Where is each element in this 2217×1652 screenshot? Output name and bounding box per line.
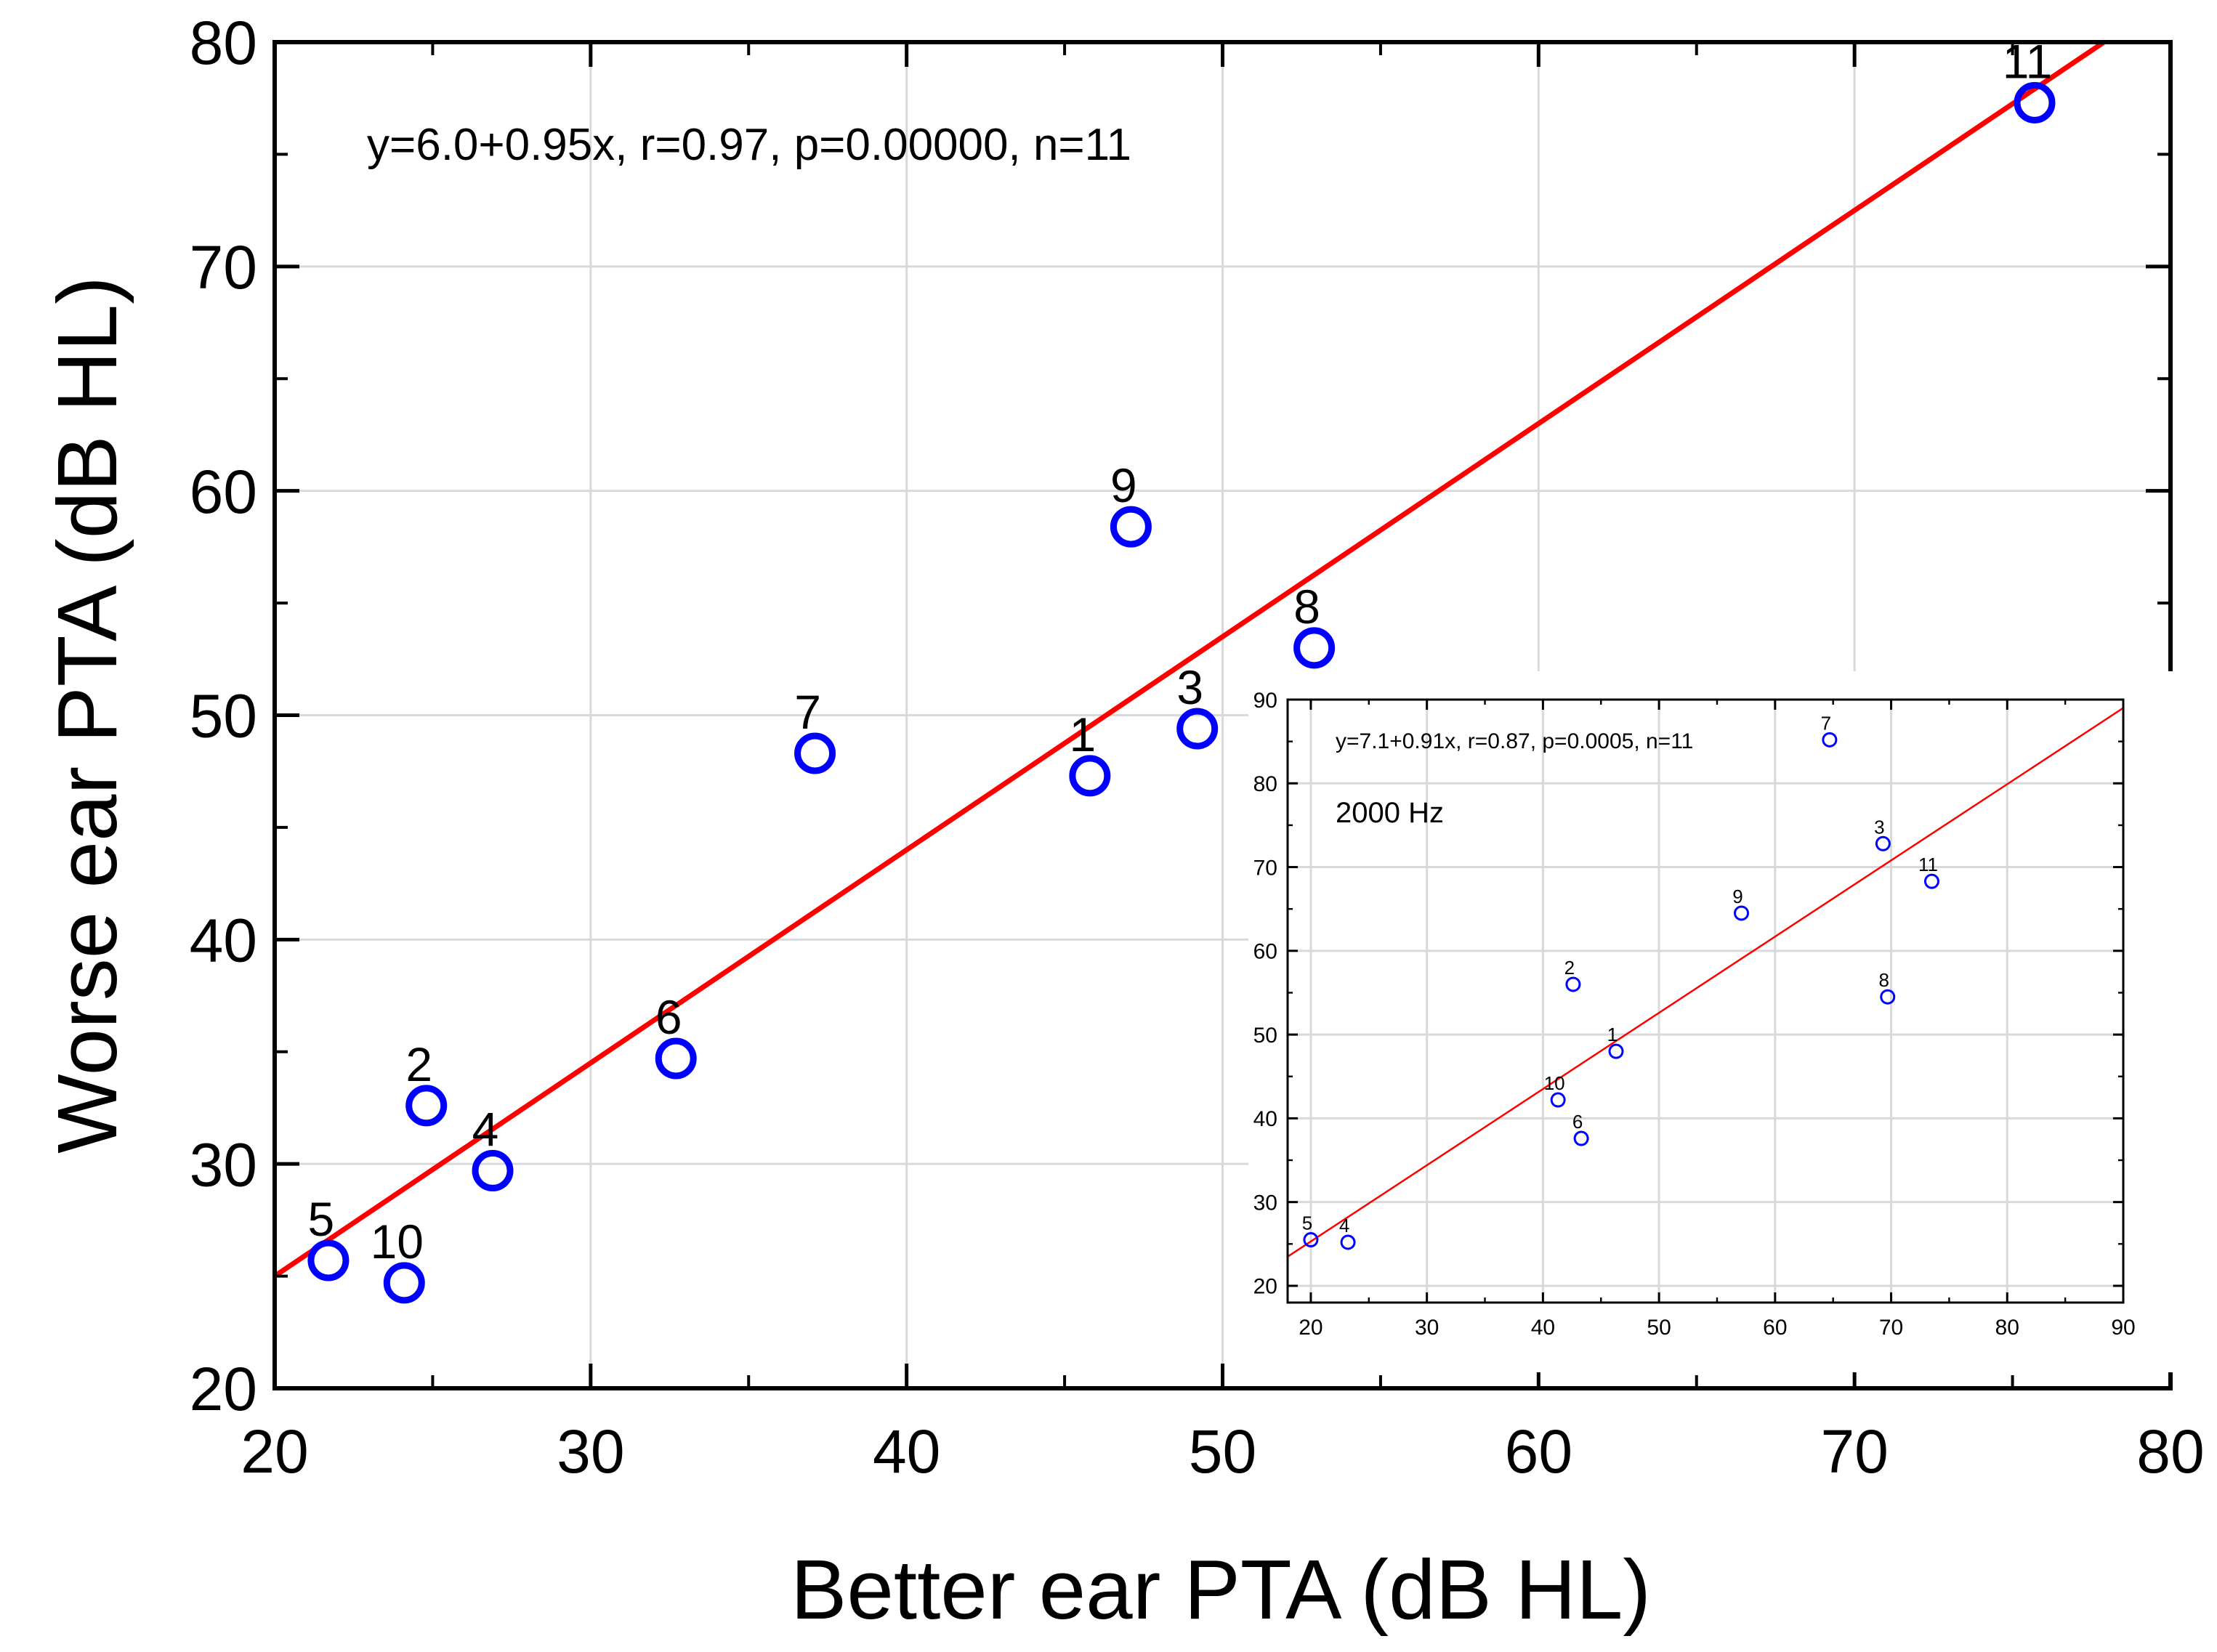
main-y-tick-label: 40 bbox=[190, 907, 257, 975]
inset-point-7 bbox=[1822, 732, 1838, 748]
main-regression-annotation: y=6.0+0.95x, r=0.97, p=0.00000, n=11 bbox=[367, 120, 1131, 170]
inset-point-label-5: 5 bbox=[1302, 1212, 1312, 1234]
inset-regression-line bbox=[1287, 707, 2124, 1258]
main-point-label-10: 10 bbox=[371, 1215, 424, 1268]
main-x-tick-label: 40 bbox=[873, 1417, 940, 1486]
inset-point-4 bbox=[1340, 1234, 1356, 1250]
main-y-tick-label: 50 bbox=[190, 682, 257, 750]
main-point-label-2: 2 bbox=[405, 1037, 432, 1091]
main-point-label-3: 3 bbox=[1176, 660, 1203, 714]
main-point-3 bbox=[1176, 708, 1219, 750]
inset-title: 2000 Hz bbox=[1336, 797, 1444, 829]
inset-point-label-8: 8 bbox=[1879, 969, 1889, 991]
inset-point-10 bbox=[1550, 1092, 1566, 1108]
inset-x-tick-label: 50 bbox=[1647, 1316, 1671, 1340]
inset-y-tick-label: 40 bbox=[1253, 1107, 1277, 1131]
inset-background bbox=[1248, 671, 2178, 1372]
inset-point-label-4: 4 bbox=[1339, 1215, 1349, 1236]
inset-point-label-1: 1 bbox=[1607, 1024, 1618, 1045]
main-point-6 bbox=[655, 1037, 697, 1080]
inset-x-tick-label: 70 bbox=[1879, 1316, 1903, 1340]
inset-point-label-11: 11 bbox=[1918, 854, 1938, 875]
main-y-tick-label: 60 bbox=[190, 458, 257, 526]
main-point-label-9: 9 bbox=[1110, 458, 1137, 512]
main-regression-line-group bbox=[273, 40, 2106, 1279]
inset-point-5 bbox=[1303, 1232, 1319, 1248]
inset-gridlines bbox=[1288, 700, 2123, 1303]
inset-point-9 bbox=[1734, 905, 1750, 921]
main-point-label-8: 8 bbox=[1293, 580, 1320, 633]
inset-point-1 bbox=[1608, 1043, 1624, 1059]
inset-x-tick-label: 60 bbox=[1763, 1316, 1787, 1340]
inset-point-label-6: 6 bbox=[1572, 1111, 1583, 1133]
main-data-points: 1 2 3 4 5 6 7 8 9 10 11 bbox=[307, 34, 2056, 1304]
inset-point-label-3: 3 bbox=[1874, 816, 1884, 838]
main-y-tick-label: 70 bbox=[190, 233, 257, 301]
main-y-tick-label: 30 bbox=[190, 1130, 257, 1199]
inset-point-11 bbox=[1923, 873, 1939, 889]
main-x-tick-label: 50 bbox=[1189, 1417, 1256, 1486]
inset-y-tick-label: 20 bbox=[1253, 1275, 1277, 1299]
main-y-axis-title: Worse ear PTA (dB HL) bbox=[40, 276, 134, 1154]
inset-y-tick-label: 50 bbox=[1253, 1024, 1277, 1048]
inset-x-tick-label: 40 bbox=[1531, 1316, 1555, 1340]
inset-x-tick-label: 30 bbox=[1415, 1316, 1439, 1340]
inset-point-label-10: 10 bbox=[1544, 1072, 1565, 1094]
inset-data-points: 1 2 3 4 5 6 7 8 9 10 11 bbox=[1302, 712, 1939, 1250]
inset-x-tick-label: 20 bbox=[1299, 1316, 1322, 1340]
inset-axis-ticks: 20 30 40 50 60 70 80 90 20 30 40 50 60 70 80 90 bbox=[1253, 689, 2136, 1340]
inset-plot-frame bbox=[1286, 698, 2125, 1304]
main-point-11 bbox=[2014, 81, 2056, 124]
inset-x-tick-label: 80 bbox=[1995, 1316, 2019, 1340]
main-x-tick-label: 60 bbox=[1505, 1417, 1572, 1486]
main-point-label-7: 7 bbox=[794, 685, 821, 739]
main-point-label-4: 4 bbox=[472, 1102, 499, 1156]
inset-regression-line-group bbox=[1287, 707, 2124, 1258]
inset-point-label-7: 7 bbox=[1821, 712, 1831, 734]
main-x-axis-title: Better ear PTA (dB HL) bbox=[791, 1542, 1651, 1637]
inset-y-tick-label: 60 bbox=[1253, 940, 1277, 964]
inset-y-tick-label: 70 bbox=[1253, 856, 1277, 880]
main-y-tick-label: 20 bbox=[190, 1355, 257, 1423]
main-y-tick-label: 80 bbox=[190, 9, 257, 77]
main-point-8 bbox=[1293, 627, 1336, 669]
main-point-label-1: 1 bbox=[1070, 708, 1097, 761]
main-x-tick-label: 80 bbox=[2136, 1417, 2204, 1486]
main-point-1 bbox=[1069, 755, 1111, 797]
main-x-tick-label: 30 bbox=[557, 1417, 624, 1486]
main-point-5 bbox=[307, 1239, 350, 1281]
inset-regression-annotation: y=7.1+0.91x, r=0.87, p=0.0005, n=11 bbox=[1336, 729, 1693, 753]
inset-point-2 bbox=[1565, 976, 1581, 992]
inset-point-8 bbox=[1880, 989, 1896, 1005]
main-x-tick-label: 20 bbox=[241, 1417, 308, 1486]
main-point-label-5: 5 bbox=[308, 1192, 335, 1246]
inset-x-tick-label: 90 bbox=[2111, 1316, 2135, 1340]
inset-y-tick-label: 30 bbox=[1253, 1191, 1277, 1215]
main-point-label-6: 6 bbox=[655, 990, 682, 1044]
inset-y-tick-label: 90 bbox=[1253, 689, 1277, 713]
main-regression-line bbox=[273, 40, 2106, 1279]
inset-y-tick-label: 80 bbox=[1253, 772, 1277, 796]
main-point-7 bbox=[794, 732, 836, 774]
inset-point-label-9: 9 bbox=[1732, 886, 1742, 907]
inset-point-6 bbox=[1573, 1130, 1589, 1146]
main-x-tick-label: 70 bbox=[1820, 1417, 1888, 1486]
inset-point-label-2: 2 bbox=[1564, 957, 1575, 979]
main-point-4 bbox=[472, 1149, 514, 1191]
inset-point-3 bbox=[1875, 835, 1891, 851]
main-point-10 bbox=[383, 1262, 425, 1304]
main-point-2 bbox=[405, 1085, 448, 1127]
main-point-9 bbox=[1110, 506, 1152, 548]
